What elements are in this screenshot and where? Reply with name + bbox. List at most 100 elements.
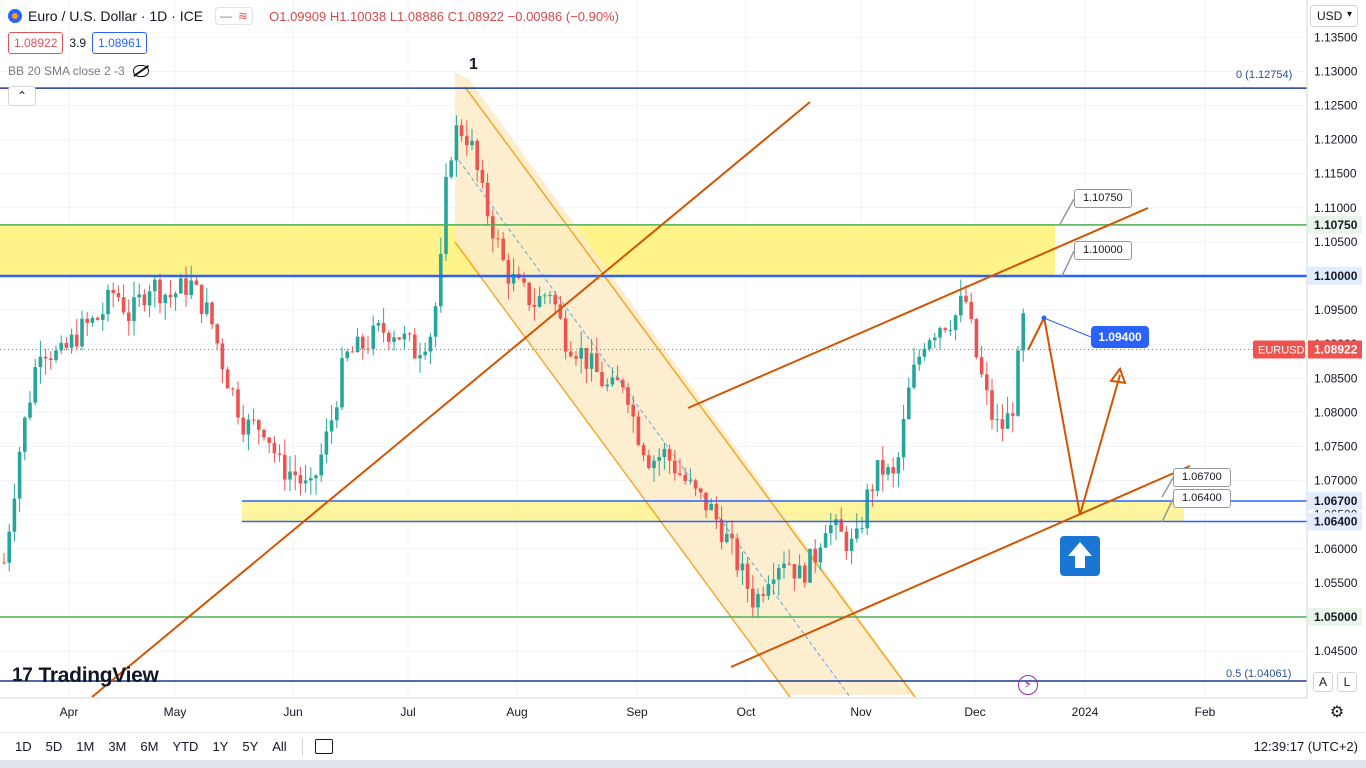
- x-tick-label: May: [164, 705, 187, 719]
- candle-down: [262, 429, 266, 438]
- candle-down: [121, 297, 126, 313]
- candle-up: [23, 417, 27, 452]
- candle-down: [43, 356, 48, 359]
- candle-down: [241, 417, 245, 435]
- wave-icon[interactable]: ≋: [238, 9, 249, 23]
- indicator-label: BB 20 SMA close 2 -3: [8, 64, 125, 78]
- candle-up: [179, 278, 183, 294]
- candle-down: [969, 301, 973, 320]
- trendline: [730, 465, 1191, 668]
- gear-icon[interactable]: ⚙: [1329, 704, 1345, 721]
- candle-up: [392, 337, 396, 342]
- callout-2[interactable]: 1.10000: [1074, 241, 1132, 260]
- candle-down: [787, 563, 791, 565]
- candle-up: [137, 294, 141, 298]
- ask-price[interactable]: 1.08961: [92, 32, 148, 54]
- candle-up: [101, 314, 105, 320]
- price-chart[interactable]: 1.045001.050001.055001.060001.065001.070…: [0, 0, 1366, 732]
- currency-select[interactable]: USD: [1310, 5, 1358, 27]
- arrowhead: [1109, 366, 1127, 385]
- candle-up: [875, 460, 880, 492]
- candle-up: [59, 342, 63, 351]
- candle-down: [667, 448, 672, 461]
- candle-down: [553, 294, 557, 305]
- level-tag-bg: [1308, 267, 1362, 285]
- candle-up: [771, 579, 776, 585]
- clock[interactable]: 12:39:17 (UTC+2): [1253, 739, 1358, 754]
- timeframe-all[interactable]: All: [272, 739, 287, 754]
- timeframe-ytd[interactable]: YTD: [172, 739, 199, 754]
- trendline: [91, 101, 811, 698]
- candle-up: [808, 548, 812, 583]
- timeframe-1m[interactable]: 1M: [76, 739, 95, 754]
- y-tick-label: 1.13000: [1314, 64, 1358, 78]
- candle-down: [95, 317, 100, 320]
- callout-3[interactable]: 1.06700: [1173, 468, 1231, 487]
- candle-down: [220, 343, 225, 370]
- candle-down: [215, 324, 219, 344]
- candle-down: [647, 455, 651, 468]
- lightning-icon[interactable]: ⚡: [1018, 675, 1038, 695]
- candle-down: [361, 336, 365, 349]
- tradingview-logo[interactable]: 17 TradingView: [12, 664, 159, 688]
- y-tick-label: 1.08000: [1314, 405, 1358, 419]
- candle-up: [163, 294, 167, 304]
- candle-down: [257, 420, 261, 430]
- candle-up: [1021, 313, 1025, 351]
- collapse-legend-button[interactable]: ⌃: [8, 86, 36, 106]
- candle-down: [870, 489, 875, 492]
- candle-down: [985, 374, 989, 391]
- candle-down: [761, 594, 765, 596]
- candle-down: [615, 377, 620, 381]
- x-tick-label: Nov: [850, 705, 871, 719]
- symbol-title[interactable]: Euro / U.S. Dollar · 1D · ICE: [28, 8, 204, 24]
- candle-up: [709, 503, 713, 511]
- bid-price[interactable]: 1.08922: [8, 32, 64, 54]
- candle-down: [459, 125, 464, 137]
- y-tick-label: 1.09500: [1314, 303, 1358, 317]
- up-arrow-icon[interactable]: [1060, 536, 1100, 576]
- candle-down: [413, 334, 417, 359]
- candle-up: [849, 538, 854, 552]
- callout-4[interactable]: 1.06400: [1173, 489, 1231, 508]
- candle-down: [839, 519, 843, 532]
- last-price-tag: 1.08922: [1314, 343, 1358, 357]
- candle-down: [480, 170, 485, 183]
- candle-up: [335, 407, 339, 421]
- candle-up: [537, 295, 542, 307]
- log-scale-button[interactable]: L: [1337, 672, 1357, 692]
- candle-up: [319, 454, 323, 476]
- hide-eye-icon[interactable]: [132, 65, 149, 77]
- y-tick-label: 1.13500: [1314, 30, 1358, 44]
- candle-up: [829, 525, 833, 534]
- y-tick-label: 1.08500: [1314, 371, 1358, 385]
- candle-down: [745, 563, 750, 589]
- calendar-icon[interactable]: [314, 739, 333, 754]
- callout-1[interactable]: 1.10750: [1074, 189, 1132, 208]
- candle-up: [132, 297, 136, 322]
- candle-down: [678, 473, 682, 475]
- timeframe-1y[interactable]: 1Y: [212, 739, 229, 754]
- candle-up: [579, 348, 583, 359]
- candle-down: [527, 282, 531, 305]
- timeframe-6m[interactable]: 6M: [140, 739, 159, 754]
- candle-down: [506, 260, 511, 284]
- target-price-bubble[interactable]: 1.09400: [1091, 326, 1149, 348]
- timeframe-1d[interactable]: 1D: [15, 739, 32, 754]
- x-tick-label: 2024: [1072, 705, 1099, 719]
- candle-up: [449, 160, 453, 177]
- candle-up: [912, 364, 916, 388]
- candle-down: [251, 419, 256, 421]
- auto-scale-button[interactable]: A: [1313, 672, 1333, 692]
- timeframe-5y[interactable]: 5Y: [242, 739, 259, 754]
- minus-icon[interactable]: —: [220, 9, 233, 23]
- candlestick-series: [2, 115, 1025, 619]
- candle-up: [355, 336, 360, 353]
- compare-buttons[interactable]: — ≋: [215, 7, 254, 25]
- indicator-legend[interactable]: BB 20 SMA close 2 -3: [8, 64, 149, 78]
- candle-up: [12, 498, 17, 532]
- candle-up: [246, 419, 251, 435]
- timeframe-3m[interactable]: 3M: [108, 739, 127, 754]
- timeframe-5d[interactable]: 5D: [45, 739, 63, 754]
- candle-up: [371, 325, 375, 349]
